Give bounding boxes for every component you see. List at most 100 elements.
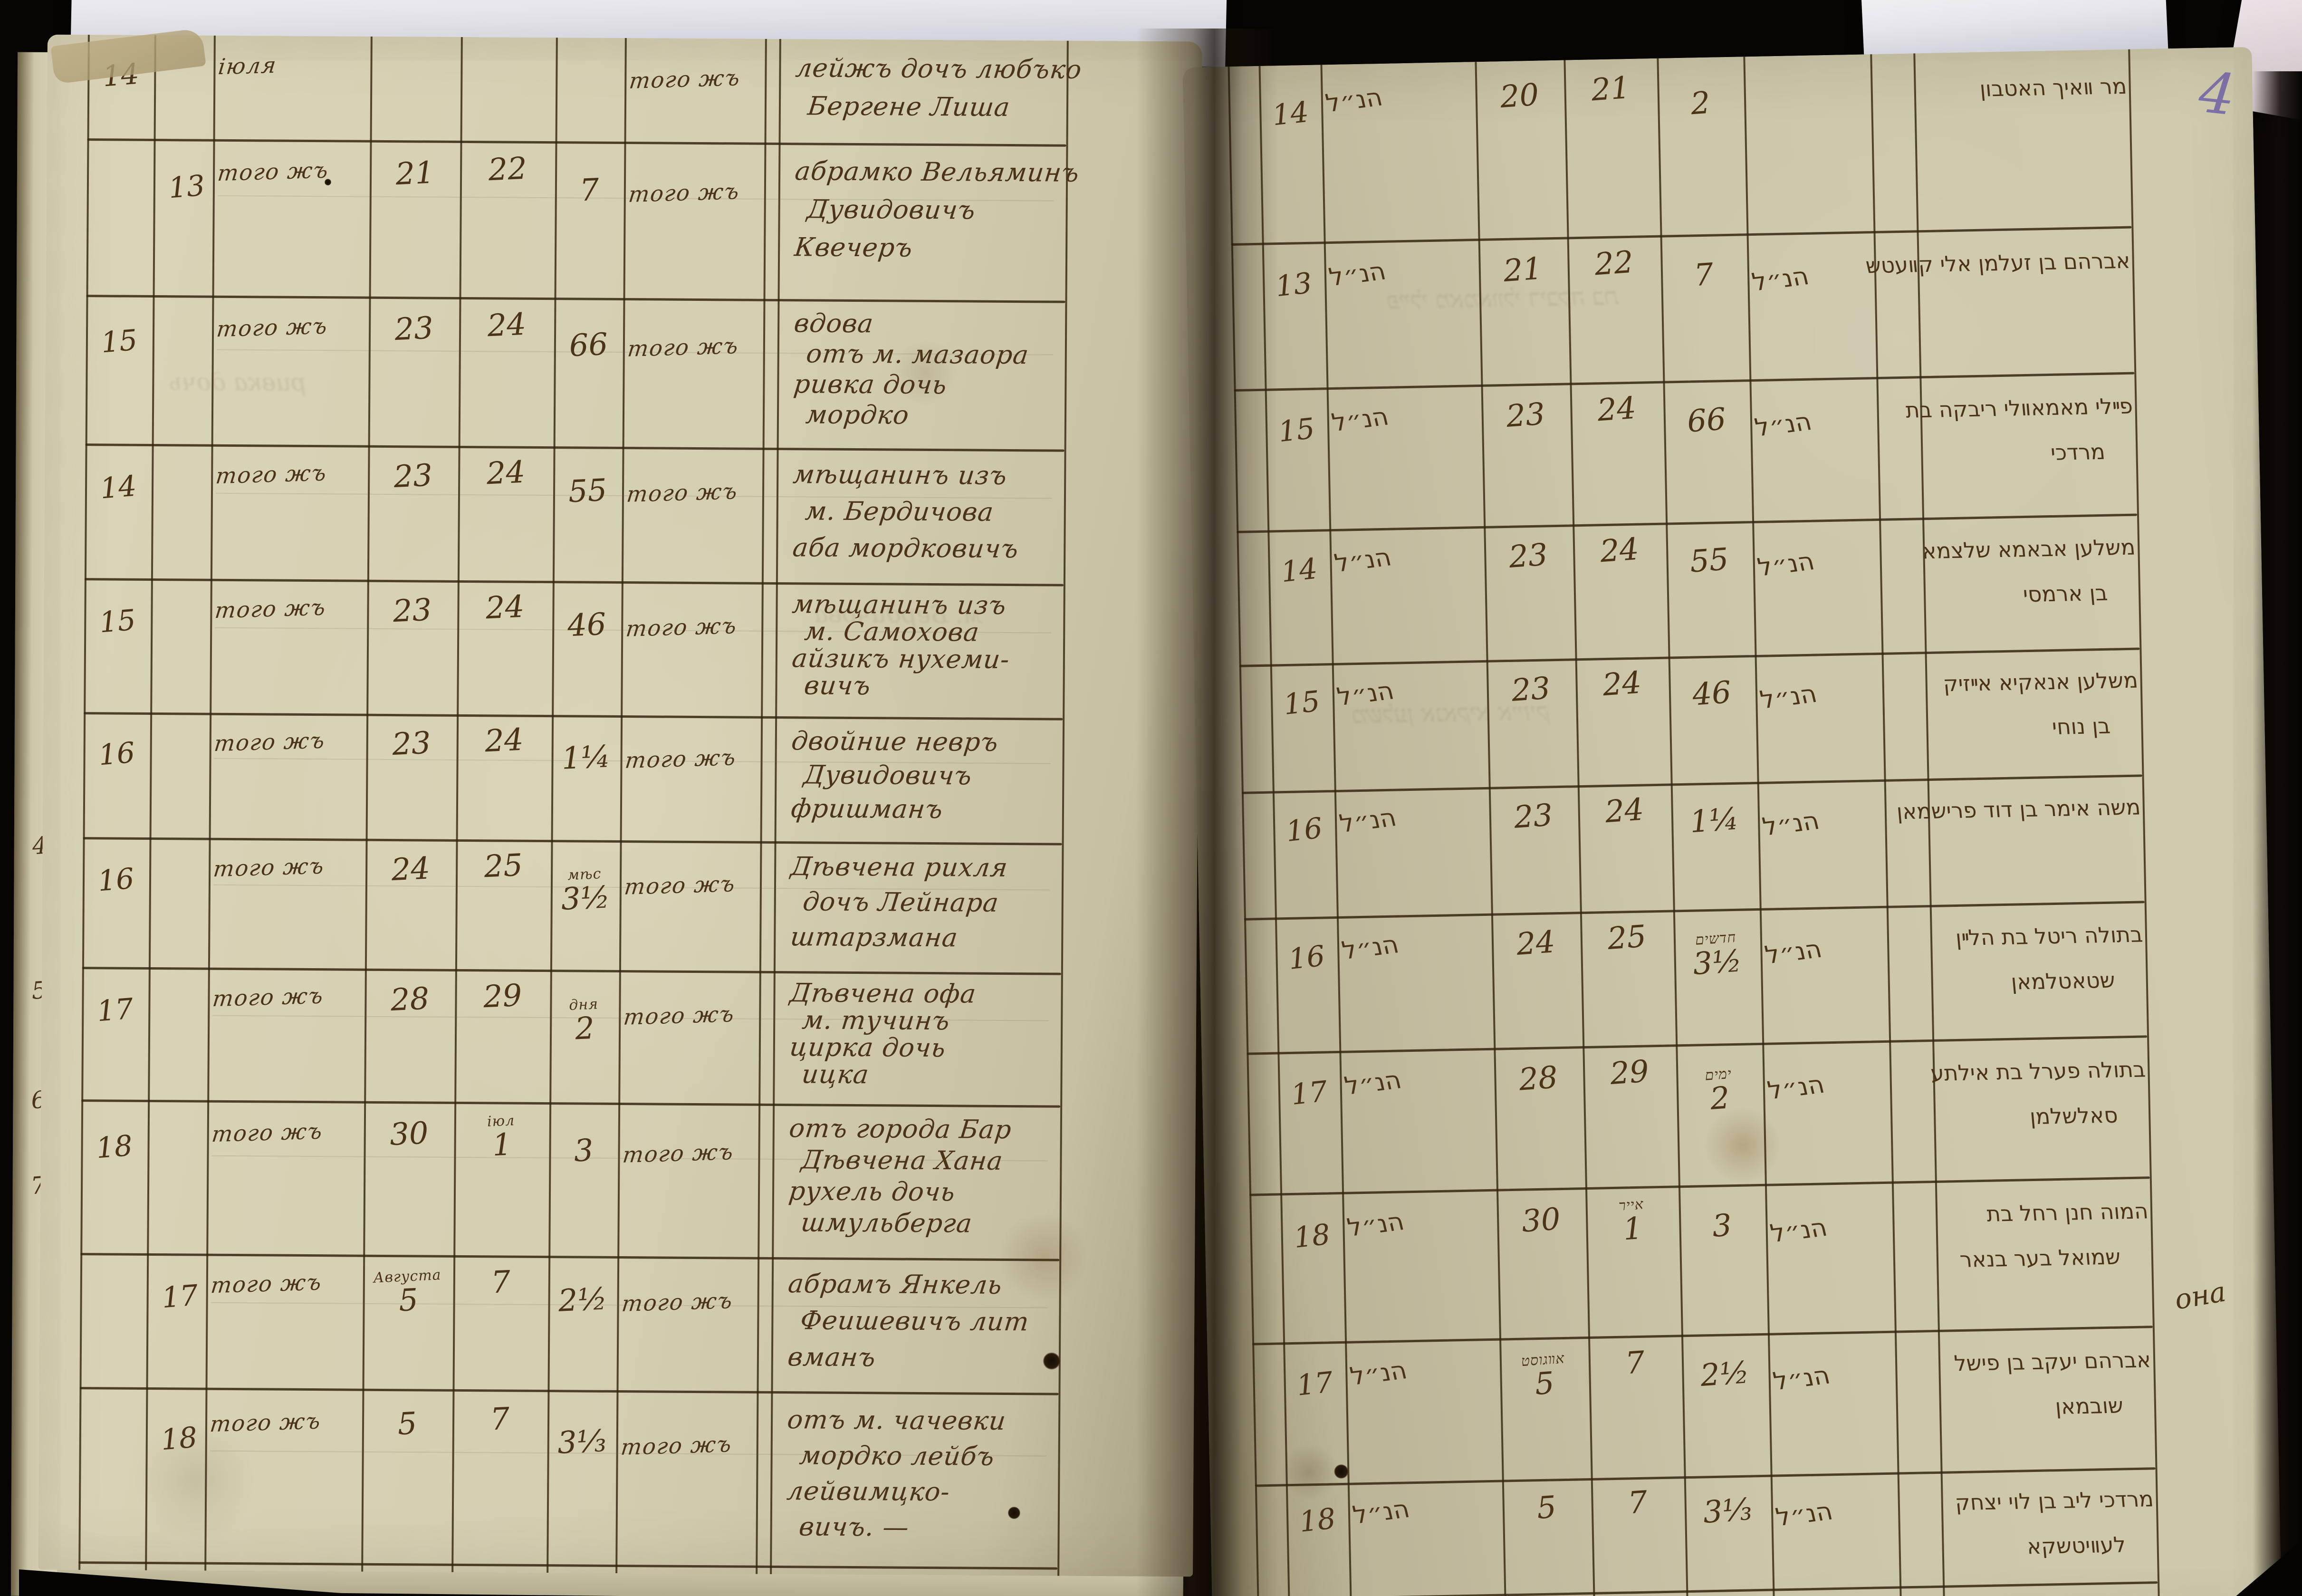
name-line: Дѣвчена рихля: [789, 851, 1010, 883]
name-line: אברהם בן זעלמן אלי קװעטש: [1864, 248, 2131, 278]
name-line: משה אימר בן דוד פרישמאן: [1895, 794, 2142, 825]
name-line: двойние невръ: [790, 725, 1000, 757]
month-repeat-cell: того жъ: [621, 1138, 736, 1168]
row-number-cell: 17: [1289, 1075, 1329, 1112]
row-line: [79, 1387, 1059, 1395]
row-number-cell: 18: [159, 1421, 199, 1457]
date-cell-value: 7: [490, 1264, 511, 1301]
month-cell: того жъ: [209, 1269, 324, 1298]
age-cell-value: 3½: [560, 879, 611, 917]
name-line: מרדכי: [2049, 439, 2106, 465]
month-repeat-cell: того жъ: [628, 65, 742, 94]
name-line: вичъ. —: [797, 1511, 911, 1542]
date-cell-value: 20: [1499, 77, 1540, 115]
date-cell-value: 24: [1603, 792, 1645, 830]
column-line: [756, 38, 767, 1574]
row-number-cell: 17: [160, 1279, 200, 1315]
month-cell: הנ״ל: [1323, 83, 1385, 118]
name-line: מר װאיך האטבון: [1978, 73, 2128, 102]
age-cell-value: 3: [573, 1133, 595, 1169]
age-cell: 46: [1668, 673, 1756, 714]
date-cell-value: 24: [485, 454, 526, 492]
name-line: цирка дочь: [788, 1031, 948, 1063]
date-cell: 25: [1579, 917, 1674, 959]
ink-blot: [1334, 1464, 1349, 1479]
month-repeat-cell: הנ״ל: [1757, 680, 1820, 715]
date-cell-value: 21: [394, 155, 435, 192]
date-cell: 28: [369, 980, 451, 1019]
month-cell: הנ״ל: [1332, 543, 1394, 578]
date-cell: 24: [462, 453, 549, 492]
date-cell-value: 24: [1515, 924, 1556, 963]
left-page-russian: 14 іюля того жъ лейжъ дочъ любъко Бергене Ли…: [38, 34, 1202, 1577]
row-line: [82, 967, 1061, 975]
row-number-cell: 17: [96, 992, 135, 1029]
age-cell: חדשים 3½: [1672, 928, 1761, 984]
age-cell-value: 55: [1688, 542, 1730, 580]
row-number-cell: 17: [1295, 1365, 1335, 1403]
age-cell: 3⅓: [1684, 1491, 1772, 1532]
column-line: [547, 38, 558, 1573]
date-cell-value: 7: [489, 1401, 511, 1438]
age-cell: 3: [548, 1132, 619, 1170]
date-cell-value: 24: [390, 851, 431, 888]
name-line: айзикъ нухеми-: [790, 643, 1012, 674]
ghost-text: פײלי מאמאװלי ריבקה בת: [1386, 282, 1619, 315]
row-number-cell: 16: [1286, 939, 1327, 977]
name-line: בתולה פערל בת אילתע: [1929, 1057, 2147, 1086]
name-cell: двойние невръ Дувидовичъ фришманъ: [789, 724, 1000, 827]
month-repeat-cell: הנ״ל: [1767, 1213, 1830, 1249]
date-cell-value: 21: [1502, 251, 1544, 289]
month-repeat-cell: הנ״ל: [1752, 407, 1814, 442]
row-number-cell: 16: [96, 862, 135, 898]
month-cell: того жъ: [212, 727, 327, 756]
name-cell: בתולה פערל בת אילתע סאלשלמן: [1929, 1047, 2147, 1141]
date-cell-value: 24: [485, 589, 525, 626]
name-line: фришманъ: [789, 793, 945, 824]
month-cell: הנ״ל: [1337, 803, 1399, 838]
ink-blot: [1007, 1507, 1021, 1519]
age-cell: 46: [552, 606, 622, 645]
month-repeat-cell: הנ״ל: [1770, 1361, 1833, 1396]
row-line: [83, 837, 1062, 846]
age-cell-value: 46: [566, 607, 607, 644]
name-cell: אברהם יעקב בן פישל שובמאן: [1953, 1337, 2152, 1431]
date-cell-value: 24: [1601, 665, 1643, 703]
age-cell-value: 7: [1693, 257, 1715, 294]
column-line: [78, 35, 90, 1570]
name-line: משלען אבאמא שלצמא: [1921, 534, 2137, 564]
age-cell: 1¼: [551, 739, 621, 777]
month-repeat-cell: הנ״ל: [1760, 807, 1822, 842]
name-line: מרדכי ליב בן לוי יצחק: [1954, 1486, 2155, 1516]
row-number-cell: 18: [1292, 1217, 1332, 1255]
date-cell-value: 28: [390, 981, 430, 1019]
date-cell-value: 23: [391, 725, 432, 763]
date-cell: 30: [1496, 1200, 1586, 1241]
date-cell: 23: [372, 457, 454, 496]
month-cell: того жъ: [210, 1118, 325, 1147]
name-line: פײלי מאמאװלי ריבקה בת: [1904, 393, 2134, 423]
age-cell-value: 46: [1691, 674, 1733, 713]
name-line: ривка дочь: [792, 369, 949, 400]
age-cell: 66: [1663, 400, 1751, 441]
right-page-hebrew: 14 הנ״ל 20 21 2 מר װאיך האטבון 13 הנ״ל הנ״ל 21 22 7…: [1182, 47, 2282, 1596]
age-cell: 2½: [1681, 1354, 1769, 1395]
column-line: [451, 37, 463, 1572]
name-cell: отъ м. чачевки мордко лейбъ лейвимцко-вичъ…: [786, 1402, 1008, 1546]
page-number: 4: [2196, 59, 2239, 128]
date-cell-value: 7: [1627, 1484, 1649, 1521]
name-line: אברהם יעקב בן פישל: [1953, 1347, 2152, 1376]
name-line: штарзмана: [788, 922, 960, 953]
date-cell-value: 30: [389, 1115, 430, 1153]
month-repeat-cell: того жъ: [626, 333, 740, 362]
date-cell-value: 22: [1593, 245, 1635, 283]
column-line: [770, 39, 781, 1574]
age-cell: 3⅓: [547, 1423, 617, 1462]
row-line: [86, 295, 1065, 303]
name-line: вичъ: [803, 670, 873, 701]
month-repeat-cell: того жъ: [623, 744, 738, 774]
right-page-edge-shadow: [2253, 71, 2302, 1596]
date-cell: 24: [1491, 923, 1581, 964]
age-cell-value: 1¼: [1688, 801, 1740, 840]
month-repeat-cell: того жъ: [619, 1431, 734, 1461]
